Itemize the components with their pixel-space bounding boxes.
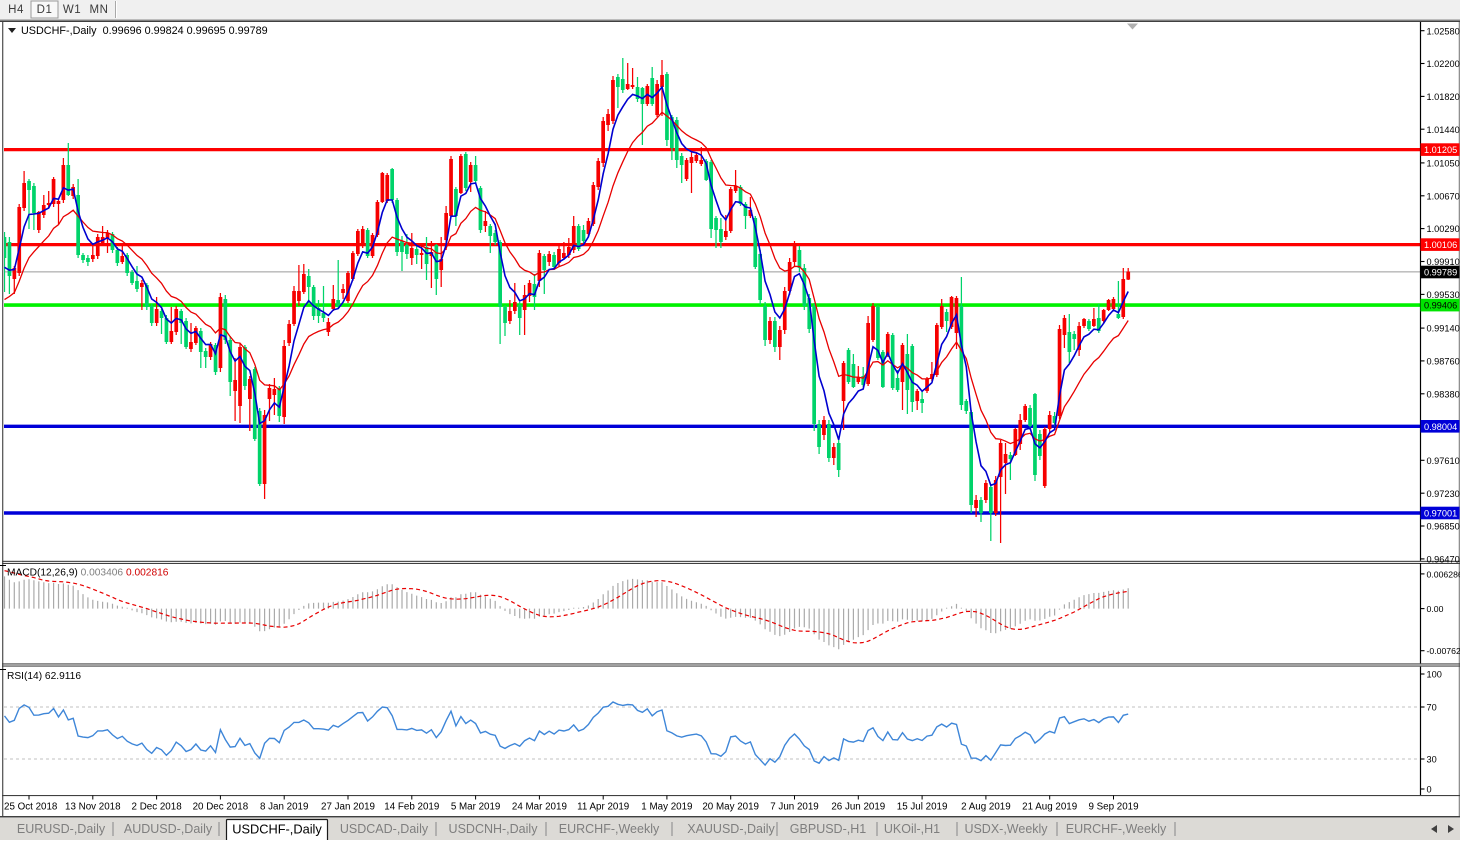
svg-text:0.006286: 0.006286 <box>1427 569 1460 579</box>
svg-text:D1: D1 <box>37 4 53 16</box>
svg-text:EURUSD-,Daily: EURUSD-,Daily <box>17 822 106 836</box>
svg-text:21 Aug 2019: 21 Aug 2019 <box>1022 802 1077 813</box>
svg-text:1.01820: 1.01820 <box>1427 92 1460 102</box>
svg-text:1.01205: 1.01205 <box>1424 145 1457 155</box>
svg-text:EURCHF-,Weekly: EURCHF-,Weekly <box>1066 822 1167 836</box>
svg-text:2 Aug 2019: 2 Aug 2019 <box>961 802 1011 813</box>
svg-text:1.00290: 1.00290 <box>1427 224 1460 234</box>
svg-text:EURCHF-,Weekly: EURCHF-,Weekly <box>559 822 660 836</box>
svg-text:0.99140: 0.99140 <box>1427 324 1460 334</box>
svg-text:100: 100 <box>1427 670 1442 680</box>
svg-text:1.02580: 1.02580 <box>1427 26 1460 36</box>
svg-text:0.98004: 0.98004 <box>1424 422 1457 432</box>
svg-text:26 Jun 2019: 26 Jun 2019 <box>831 802 885 813</box>
svg-text:0.98760: 0.98760 <box>1427 357 1460 367</box>
svg-text:USDCNH-,Daily: USDCNH-,Daily <box>449 822 539 836</box>
svg-text:MN: MN <box>90 4 109 16</box>
svg-text:0.99530: 0.99530 <box>1427 290 1460 300</box>
svg-text:USDCAD-,Daily: USDCAD-,Daily <box>340 822 429 836</box>
svg-text:USDX-,Weekly: USDX-,Weekly <box>964 822 1048 836</box>
svg-text:20 Dec 2018: 20 Dec 2018 <box>193 802 249 813</box>
svg-text:0.97001: 0.97001 <box>1424 509 1457 519</box>
svg-text:GBPUSD-,H1: GBPUSD-,H1 <box>790 822 866 836</box>
svg-text:0.96470: 0.96470 <box>1427 555 1460 565</box>
svg-text:70: 70 <box>1427 703 1437 713</box>
svg-text:30: 30 <box>1427 755 1437 765</box>
svg-text:1 May 2019: 1 May 2019 <box>641 802 692 813</box>
svg-text:0.00: 0.00 <box>1427 604 1444 614</box>
svg-text:0.96850: 0.96850 <box>1427 522 1460 532</box>
svg-text:UKOil-,H1: UKOil-,H1 <box>884 822 940 836</box>
svg-text:0: 0 <box>1427 785 1432 795</box>
svg-text:2 Dec 2018: 2 Dec 2018 <box>132 802 183 813</box>
svg-text:1.00106: 1.00106 <box>1424 240 1457 250</box>
svg-text:AUDUSD-,Daily: AUDUSD-,Daily <box>124 822 213 836</box>
svg-text:0.97610: 0.97610 <box>1427 456 1460 466</box>
svg-text:24 Mar 2019: 24 Mar 2019 <box>512 802 567 813</box>
svg-text:XAUUSD-,Daily: XAUUSD-,Daily <box>687 822 775 836</box>
svg-text:MACD(12,26,9) 0.003406 0.00281: MACD(12,26,9) 0.003406 0.002816 <box>7 568 169 579</box>
svg-text:8 Jan 2019: 8 Jan 2019 <box>260 802 308 813</box>
svg-text:1.01440: 1.01440 <box>1427 125 1460 135</box>
svg-text:1.00670: 1.00670 <box>1427 191 1460 201</box>
svg-text:9 Sep 2019: 9 Sep 2019 <box>1088 802 1138 813</box>
svg-text:14 Feb 2019: 14 Feb 2019 <box>384 802 439 813</box>
svg-text:7 Jun 2019: 7 Jun 2019 <box>770 802 818 813</box>
svg-text:20 May 2019: 20 May 2019 <box>702 802 759 813</box>
svg-text:-0.00762: -0.00762 <box>1427 646 1460 656</box>
svg-text:RSI(14) 62.9116: RSI(14) 62.9116 <box>7 671 81 682</box>
svg-text:USDCHF-,Daily 0.99696 0.99824: USDCHF-,Daily 0.99696 0.99824 0.99695 0.… <box>21 25 268 37</box>
svg-text:W1: W1 <box>63 4 81 16</box>
svg-text:27 Jan 2019: 27 Jan 2019 <box>321 802 375 813</box>
svg-text:15 Jul 2019: 15 Jul 2019 <box>897 802 948 813</box>
svg-text:0.97230: 0.97230 <box>1427 489 1460 499</box>
svg-text:H4: H4 <box>8 4 24 16</box>
svg-text:1.01050: 1.01050 <box>1427 159 1460 169</box>
svg-text:0.99910: 0.99910 <box>1427 257 1460 267</box>
svg-text:0.98380: 0.98380 <box>1427 389 1460 399</box>
svg-text:11 Apr 2019: 11 Apr 2019 <box>577 802 629 813</box>
svg-text:0.99789: 0.99789 <box>1424 268 1457 278</box>
svg-text:5 Mar 2019: 5 Mar 2019 <box>451 802 501 813</box>
svg-text:1.02200: 1.02200 <box>1427 59 1460 69</box>
svg-text:0.99406: 0.99406 <box>1424 301 1457 311</box>
svg-text:25 Oct 2018: 25 Oct 2018 <box>4 802 58 813</box>
svg-text:USDCHF-,Daily: USDCHF-,Daily <box>232 822 322 837</box>
svg-text:13 Nov 2018: 13 Nov 2018 <box>65 802 121 813</box>
